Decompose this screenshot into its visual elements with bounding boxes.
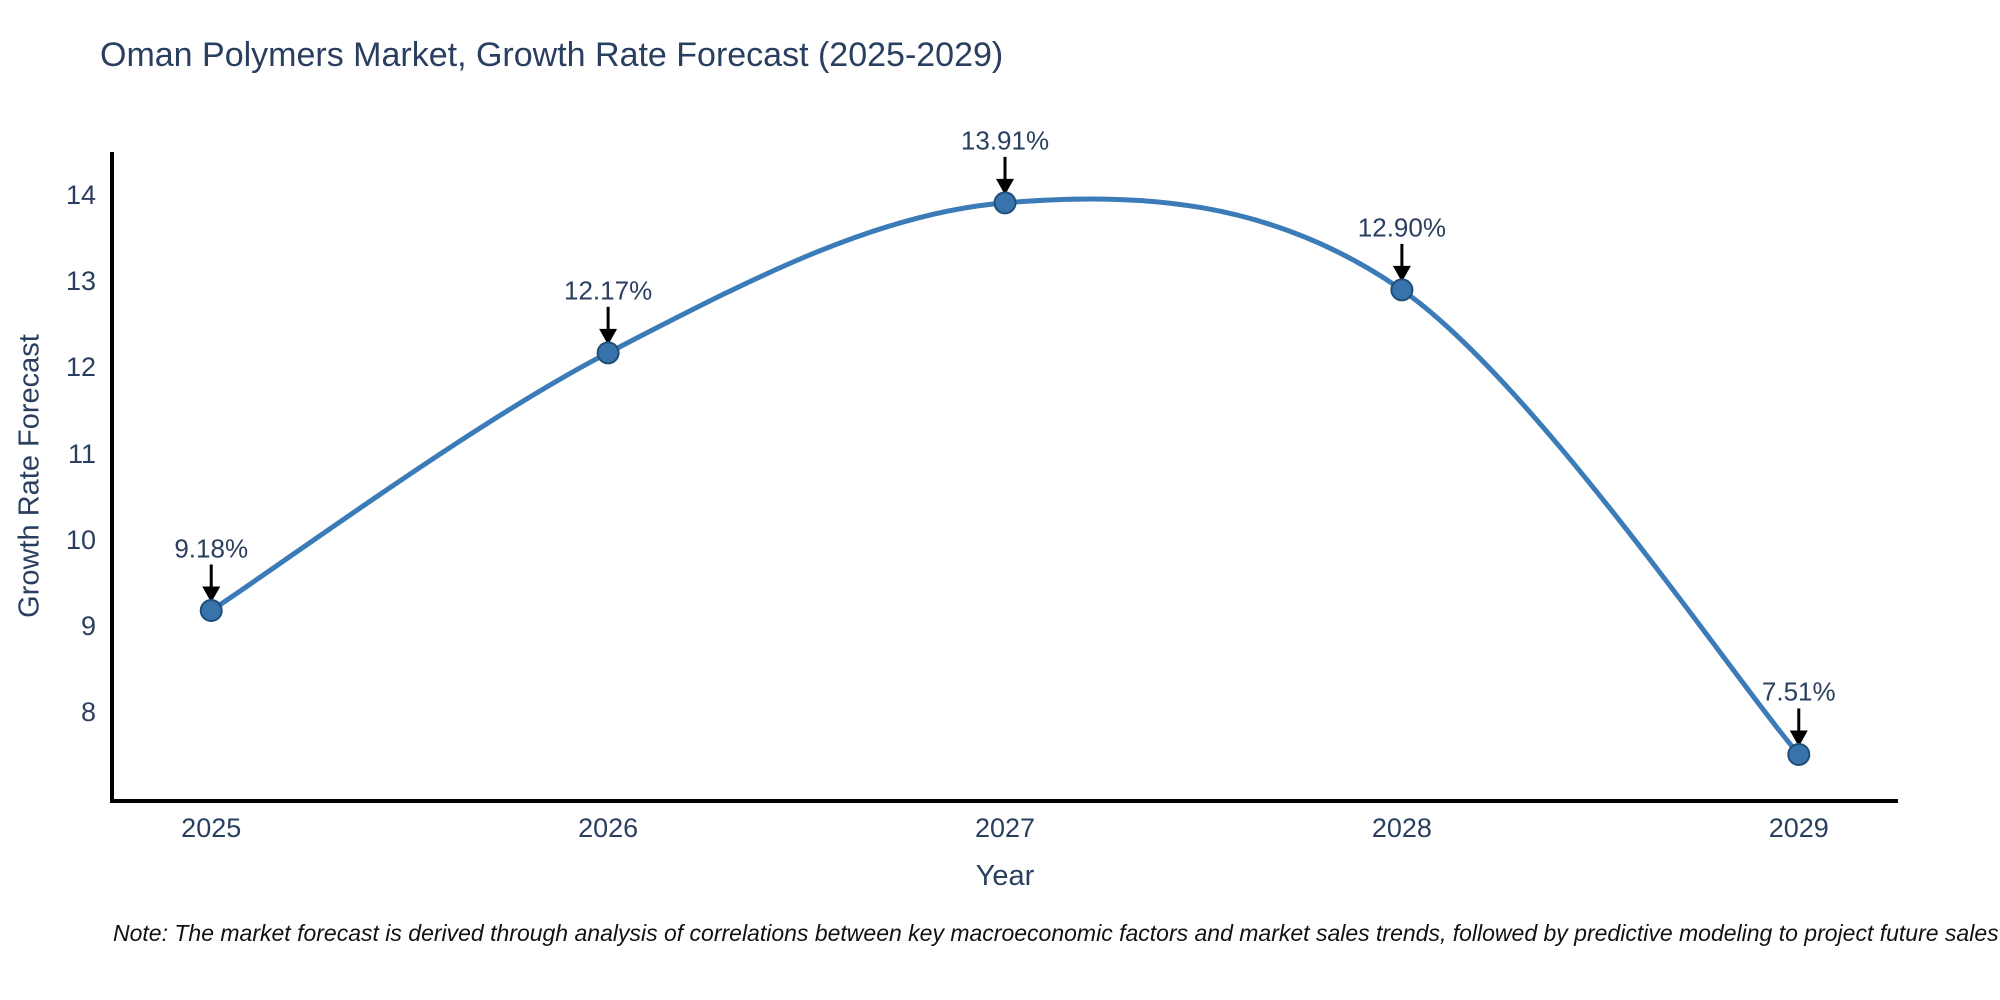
x-tick-label: 2028 <box>1371 813 1432 843</box>
annotation-arrowhead-icon <box>599 328 618 345</box>
point-annotation: 7.51% <box>1761 676 1836 707</box>
annotation-arrowhead-icon <box>1392 265 1411 282</box>
data-point-2025[interactable] <box>199 599 223 623</box>
y-tick-label: 11 <box>67 438 96 469</box>
forecast-line <box>208 196 1802 757</box>
annotation-arrowhead-icon <box>1789 730 1808 747</box>
chart-title: Oman Polymers Market, Growth Rate Foreca… <box>100 36 1004 74</box>
y-tick-label: 9 <box>80 611 96 642</box>
y-tick-label: 8 <box>80 697 96 728</box>
point-annotation: 13.91% <box>960 125 1050 156</box>
point-annotation: 12.90% <box>1357 212 1446 243</box>
y-tick-label: 13 <box>65 266 96 297</box>
data-point-2027[interactable] <box>993 191 1017 215</box>
y-tick-label: 14 <box>65 180 96 211</box>
data-point-2028[interactable] <box>1390 278 1414 302</box>
annotation-arrowhead-icon <box>202 586 221 603</box>
point-annotation: 12.17% <box>564 275 653 306</box>
point-annotation: 9.18% <box>174 533 249 564</box>
y-tick-label: 10 <box>65 524 96 555</box>
x-tick-label: 2027 <box>974 813 1036 843</box>
x-tick-label: 2025 <box>181 813 242 843</box>
x-tick-label: 2026 <box>578 813 639 843</box>
data-point-2026[interactable] <box>596 341 620 365</box>
x-tick-label: 2029 <box>1768 813 1829 843</box>
x-axis-title: Year <box>975 860 1035 892</box>
footnote: Note: The market forecast is derived thr… <box>113 920 1999 946</box>
y-axis-title: Growth Rate Forecast <box>13 334 46 618</box>
data-point-2029[interactable] <box>1787 742 1811 766</box>
annotation-arrowhead-icon <box>996 178 1014 195</box>
y-tick-label: 12 <box>65 352 96 383</box>
